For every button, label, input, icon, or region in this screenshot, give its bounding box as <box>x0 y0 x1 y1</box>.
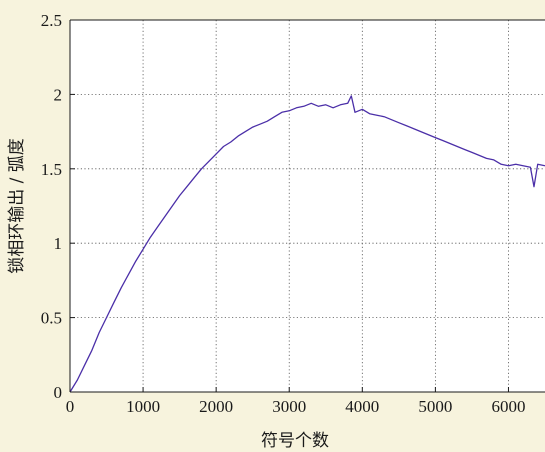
axes <box>69 19 545 393</box>
x-ticks: 0 1000 2000 3000 4000 5000 6000 <box>66 387 525 416</box>
y-tick-label: 2 <box>54 85 63 104</box>
series-line <box>69 95 545 393</box>
x-tick-label: 4000 <box>345 397 379 416</box>
x-tick-label: 1000 <box>126 397 160 416</box>
y-tick-label: 0 <box>54 383 63 402</box>
y-tick-label: 1.5 <box>41 160 62 179</box>
grid <box>70 20 545 392</box>
x-tick-label: 5000 <box>418 397 452 416</box>
x-tick-label: 3000 <box>272 397 306 416</box>
x-tick-label: 2000 <box>199 397 233 416</box>
y-axis-label: 锁相环输出 / 弧度 <box>7 138 27 274</box>
y-tick-label: 1 <box>54 234 63 253</box>
y-tick-label: 0.5 <box>41 309 62 328</box>
x-tick-label: 6000 <box>491 397 525 416</box>
y-tick-label: 2.5 <box>41 11 62 30</box>
plot-area <box>70 20 545 392</box>
y-ticks: 0 0.5 1 1.5 2 2.5 <box>41 11 75 402</box>
x-axis-label: 符号个数 <box>261 431 329 451</box>
x-tick-label: 0 <box>66 397 75 416</box>
